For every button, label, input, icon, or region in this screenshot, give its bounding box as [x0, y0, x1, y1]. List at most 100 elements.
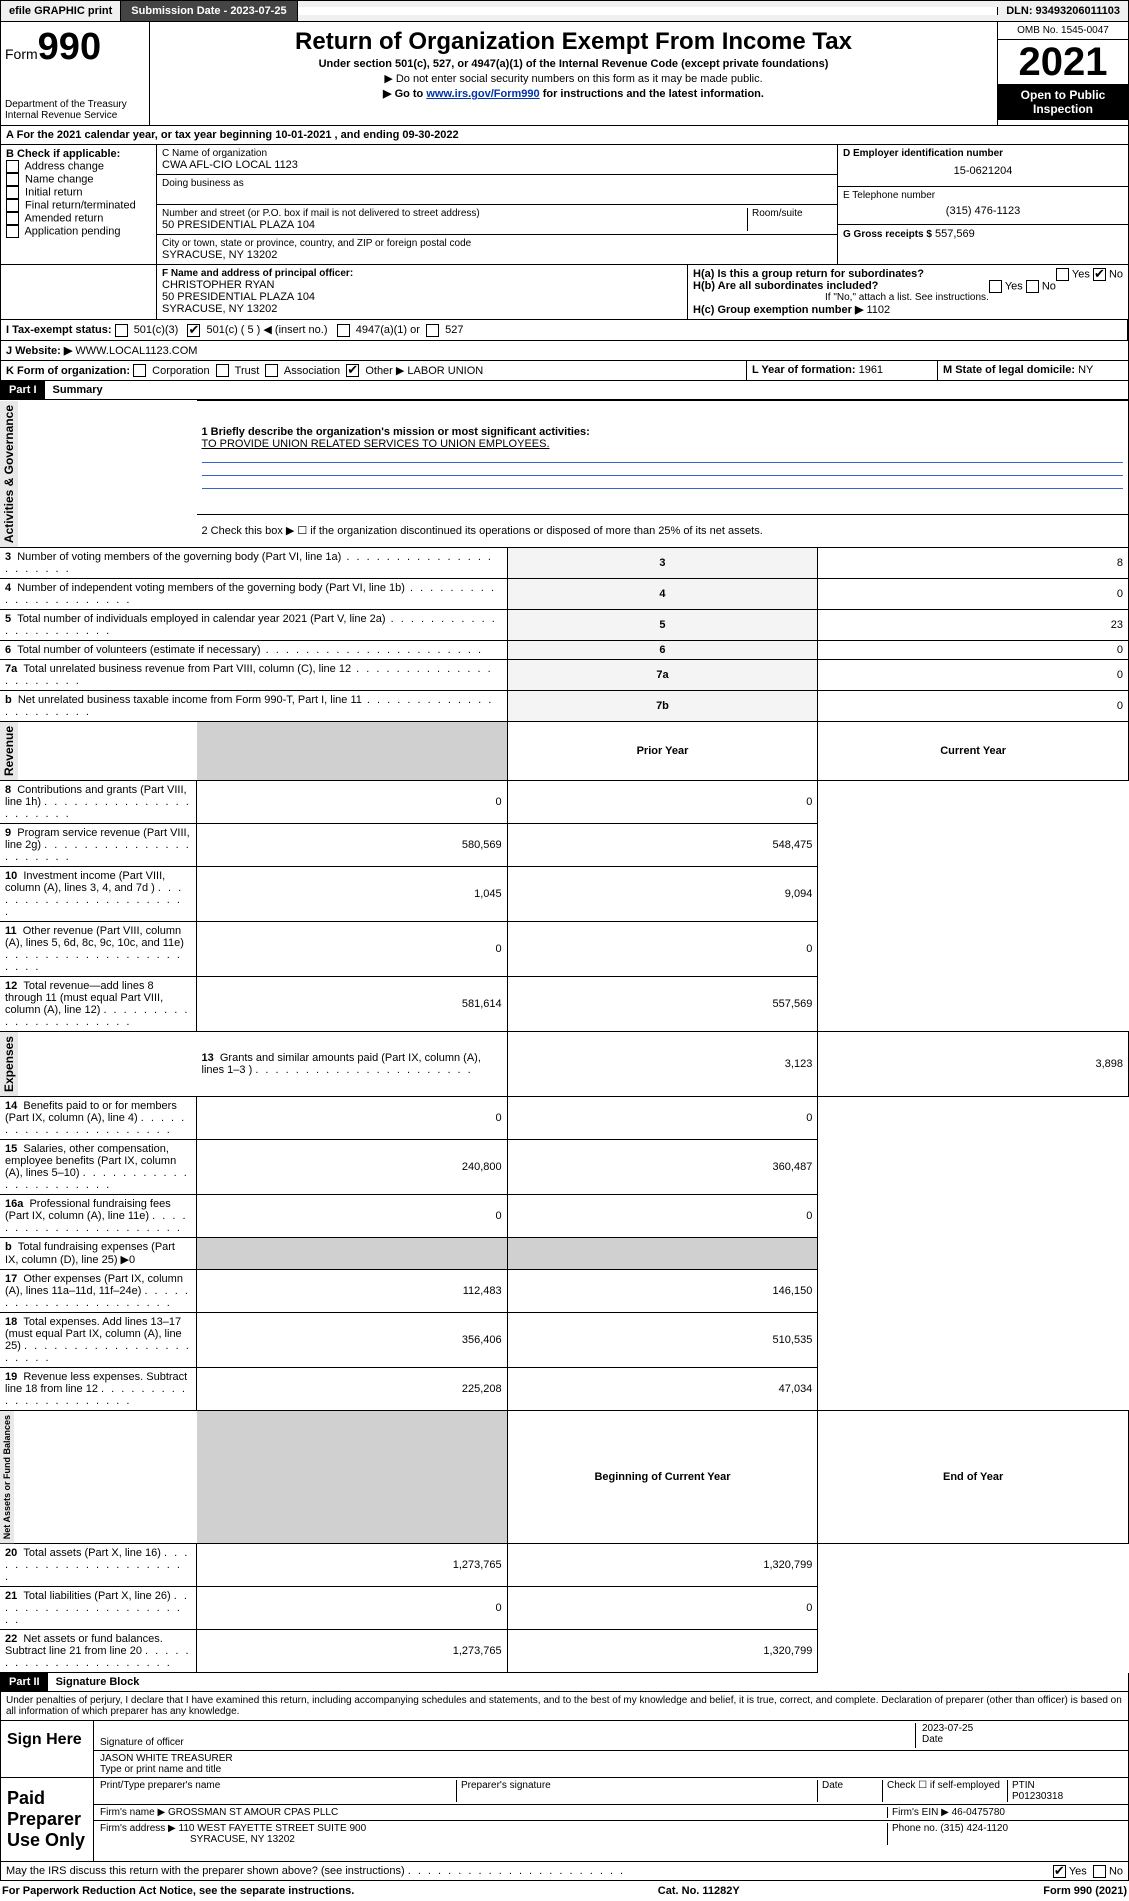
summary-row: 3 Number of voting members of the govern… [0, 547, 1129, 578]
other-value: LABOR UNION [407, 365, 483, 377]
other-checkbox[interactable] [346, 364, 359, 377]
dept-treasury: Department of the Treasury [5, 99, 145, 110]
hb-yes-checkbox[interactable] [989, 280, 1002, 293]
ha-line: H(a) Is this a group return for subordin… [693, 268, 1123, 280]
summary-row: 15 Salaries, other compensation, employe… [0, 1139, 1129, 1194]
prep-name-label: Print/Type preparer's name [100, 1780, 456, 1802]
room-label: Room/suite [752, 208, 832, 219]
prep-date-label: Date [817, 1780, 882, 1802]
part1-header-row: Part I Summary [0, 381, 1129, 400]
irs-label: Internal Revenue Service [5, 110, 145, 121]
summary-row: 19 Revenue less expenses. Subtract line … [0, 1367, 1129, 1410]
501c3-checkbox[interactable] [115, 324, 128, 337]
summary-row: 9 Program service revenue (Part VIII, li… [0, 823, 1129, 866]
hc-line: H(c) Group exemption number ▶ 1102 [693, 303, 1123, 316]
firm-ein-label: Firm's EIN ▶ [892, 1807, 949, 1818]
footer-mid: Cat. No. 11282Y [658, 1885, 740, 1897]
col-beginning: Beginning of Current Year [507, 1410, 818, 1543]
firm-phone-label: Phone no. [892, 1823, 938, 1834]
footer-right: Form 990 (2021) [1043, 1885, 1127, 1897]
officer-addr1: 50 PRESIDENTIAL PLAZA 104 [162, 291, 682, 303]
part1-title: Summary [45, 381, 111, 399]
gross-receipts: 557,569 [935, 228, 975, 240]
signature-block: Under penalties of perjury, I declare th… [0, 1692, 1129, 1881]
box-b-item[interactable]: Initial return [6, 186, 151, 199]
firm-name: GROSSMAN ST AMOUR CPAS PLLC [168, 1807, 338, 1818]
box-b-item[interactable]: Address change [6, 160, 151, 173]
box-g-label: G Gross receipts $ [843, 229, 932, 240]
line-j-row: J Website: ▶ WWW.LOCAL1123.COM [0, 341, 1129, 361]
ha-yes-checkbox[interactable] [1056, 268, 1069, 281]
firm-ein: 46-0475780 [952, 1807, 1005, 1818]
corp-checkbox[interactable] [133, 364, 146, 377]
summary-row: 14 Benefits paid to or for members (Part… [0, 1096, 1129, 1139]
line2: 2 Check this box ▶ ☐ if the organization… [197, 515, 1129, 548]
tax-year: 2021 [998, 40, 1128, 84]
paid-preparer-label: Paid Preparer Use Only [1, 1778, 94, 1861]
hb-line: H(b) Are all subordinates included? Yes … [693, 280, 1123, 292]
discuss-label: May the IRS discuss this return with the… [6, 1865, 405, 1877]
form-header: Form990 Department of the Treasury Inter… [0, 22, 1129, 126]
part2-badge: Part II [1, 1673, 48, 1691]
part2-header-row: Part II Signature Block [0, 1673, 1129, 1692]
ha-no-checkbox[interactable] [1093, 268, 1106, 281]
irs-link[interactable]: www.irs.gov/Form990 [426, 88, 539, 100]
check-self-employed[interactable]: Check ☐ if self-employed [882, 1780, 1007, 1802]
firm-name-label: Firm's name ▶ [100, 1807, 165, 1818]
summary-row: 6 Total number of volunteers (estimate i… [0, 640, 1129, 659]
summary-row: b Total fundraising expenses (Part IX, c… [0, 1237, 1129, 1269]
prep-sig-label: Preparer's signature [456, 1780, 817, 1802]
org-info-block: B Check if applicable: Address change Na… [0, 145, 1129, 265]
org-name: CWA AFL-CIO LOCAL 1123 [162, 159, 832, 171]
summary-row: 4 Number of independent voting members o… [0, 578, 1129, 609]
col-current: Current Year [818, 721, 1129, 780]
box-b-item[interactable]: Name change [6, 173, 151, 186]
form-title: Return of Organization Exempt From Incom… [156, 28, 991, 56]
summary-row: 20 Total assets (Part X, line 16) 1,273,… [0, 1544, 1129, 1587]
dba-label: Doing business as [162, 178, 832, 189]
line-a: A For the 2021 calendar year, or tax yea… [0, 126, 1129, 145]
summary-row: 11 Other revenue (Part VIII, column (A),… [0, 921, 1129, 976]
name-title-label: Type or print name and title [100, 1764, 221, 1775]
summary-row: 16a Professional fundraising fees (Part … [0, 1194, 1129, 1237]
city-value: SYRACUSE, NY 13202 [162, 249, 832, 261]
box-c-label: C Name of organization [162, 148, 832, 159]
summary-row: 7a Total unrelated business revenue from… [0, 659, 1129, 690]
website-value[interactable]: WWW.LOCAL1123.COM [75, 345, 197, 357]
street-value: 50 PRESIDENTIAL PLAZA 104 [162, 219, 747, 231]
box-b-item[interactable]: Application pending [6, 225, 151, 238]
box-b-label: B Check if applicable: [6, 148, 151, 160]
part2-title: Signature Block [48, 1673, 148, 1691]
summary-row: 12 Total revenue—add lines 8 through 11 … [0, 976, 1129, 1031]
firm-addr2: SYRACUSE, NY 13202 [190, 1834, 295, 1845]
box-b-item[interactable]: Final return/terminated [6, 199, 151, 212]
form-subtitle: Under section 501(c), 527, or 4947(a)(1)… [156, 58, 991, 70]
assoc-checkbox[interactable] [265, 364, 278, 377]
goto-line: ▶ Go to www.irs.gov/Form990 for instruct… [156, 87, 991, 100]
hb-no-checkbox[interactable] [1026, 280, 1039, 293]
top-bar: efile GRAPHIC print Submission Date - 20… [0, 0, 1129, 22]
527-checkbox[interactable] [426, 324, 439, 337]
officer-group-block: F Name and address of principal officer:… [0, 265, 1129, 320]
501c-checkbox[interactable] [187, 324, 200, 337]
firm-phone: (315) 424-1120 [940, 1823, 1008, 1834]
4947-checkbox[interactable] [337, 324, 350, 337]
sig-officer-label: Signature of officer [100, 1737, 184, 1748]
summary-row: 21 Total liabilities (Part X, line 26) 0… [0, 1587, 1129, 1630]
summary-row: 18 Total expenses. Add lines 13–17 (must… [0, 1312, 1129, 1367]
box-f-label: F Name and address of principal officer: [162, 268, 682, 279]
summary-row: 22 Net assets or fund balances. Subtract… [0, 1630, 1129, 1673]
submission-date-button[interactable]: Submission Date - 2023-07-25 [121, 1, 297, 21]
efile-label[interactable]: efile GRAPHIC print [1, 1, 121, 21]
omb-number: OMB No. 1545-0047 [998, 22, 1128, 40]
footer-left: For Paperwork Reduction Act Notice, see … [2, 1885, 354, 1897]
page-footer: For Paperwork Reduction Act Notice, see … [0, 1881, 1129, 1901]
discuss-yes-checkbox[interactable] [1053, 1865, 1066, 1878]
sign-here-label: Sign Here [1, 1721, 94, 1777]
officer-addr2: SYRACUSE, NY 13202 [162, 303, 682, 315]
sig-date-label: Date [922, 1734, 943, 1745]
box-b-item[interactable]: Amended return [6, 212, 151, 225]
discuss-no-checkbox[interactable] [1093, 1865, 1106, 1878]
officer-name-title: JASON WHITE TREASURER [100, 1753, 233, 1764]
trust-checkbox[interactable] [216, 364, 229, 377]
